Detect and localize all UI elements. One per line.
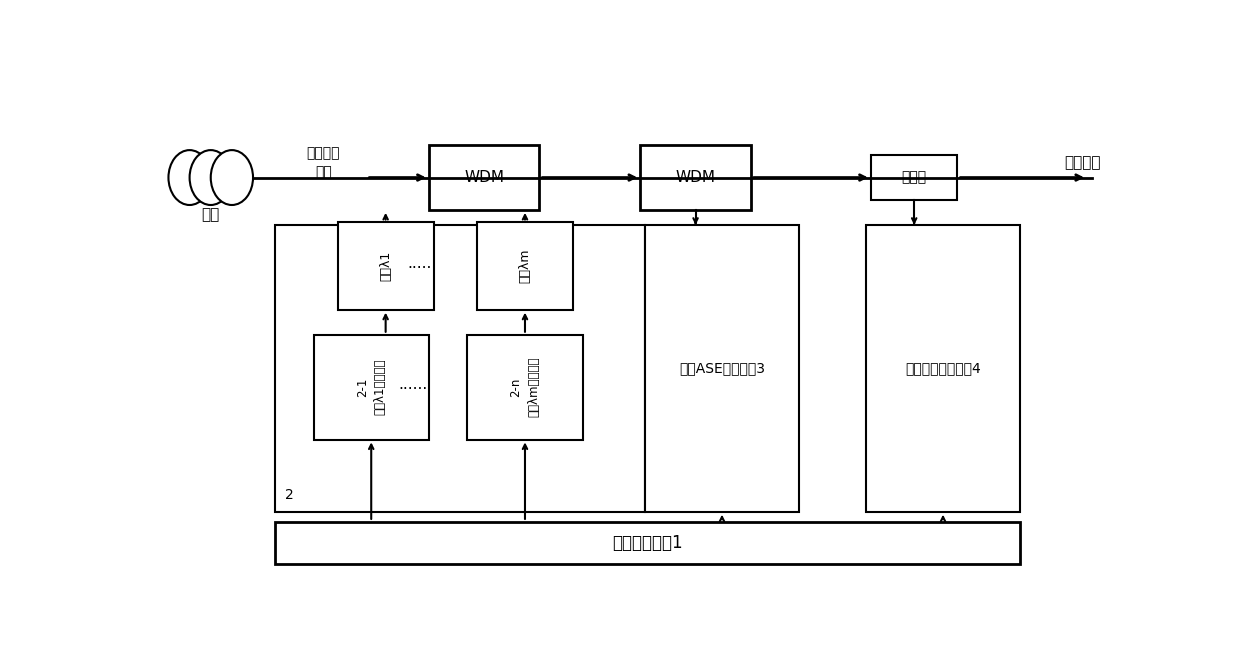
Ellipse shape (190, 150, 232, 205)
Bar (866, 225, 1019, 512)
Text: 2-n
泵浦λm控制电路: 2-n 泵浦λm控制电路 (510, 357, 541, 417)
Text: 分光器: 分光器 (901, 170, 926, 185)
Text: 光纤: 光纤 (202, 207, 219, 222)
Bar (640, 145, 751, 210)
Bar (275, 522, 1019, 564)
Text: 泵浦激光
输入: 泵浦激光 输入 (306, 146, 340, 179)
Bar (337, 222, 434, 310)
Bar (467, 335, 583, 439)
Text: 2-1
泵浦λ1控制电路: 2-1 泵浦λ1控制电路 (356, 359, 387, 415)
Bar (477, 222, 573, 310)
Ellipse shape (211, 150, 253, 205)
Bar (645, 225, 799, 512)
Text: 泵浦λ1: 泵浦λ1 (379, 251, 392, 281)
Text: 泵浦λm: 泵浦λm (518, 249, 532, 283)
Ellipse shape (169, 150, 211, 205)
Text: WDM: WDM (676, 170, 715, 185)
Text: ......: ...... (398, 377, 427, 392)
Text: 信号输出: 信号输出 (1064, 155, 1101, 170)
Text: 输出功率检测电路4: 输出功率检测电路4 (905, 362, 981, 375)
Text: 中心处理单元1: 中心处理单元1 (613, 534, 683, 552)
Text: ......: ...... (408, 256, 436, 271)
Text: 2: 2 (285, 488, 294, 502)
Text: WDM: WDM (464, 170, 505, 185)
Text: 带外ASE检测电路3: 带外ASE检测电路3 (680, 362, 765, 375)
Bar (314, 335, 429, 439)
Bar (870, 155, 957, 200)
Bar (429, 145, 539, 210)
Bar (275, 225, 645, 512)
